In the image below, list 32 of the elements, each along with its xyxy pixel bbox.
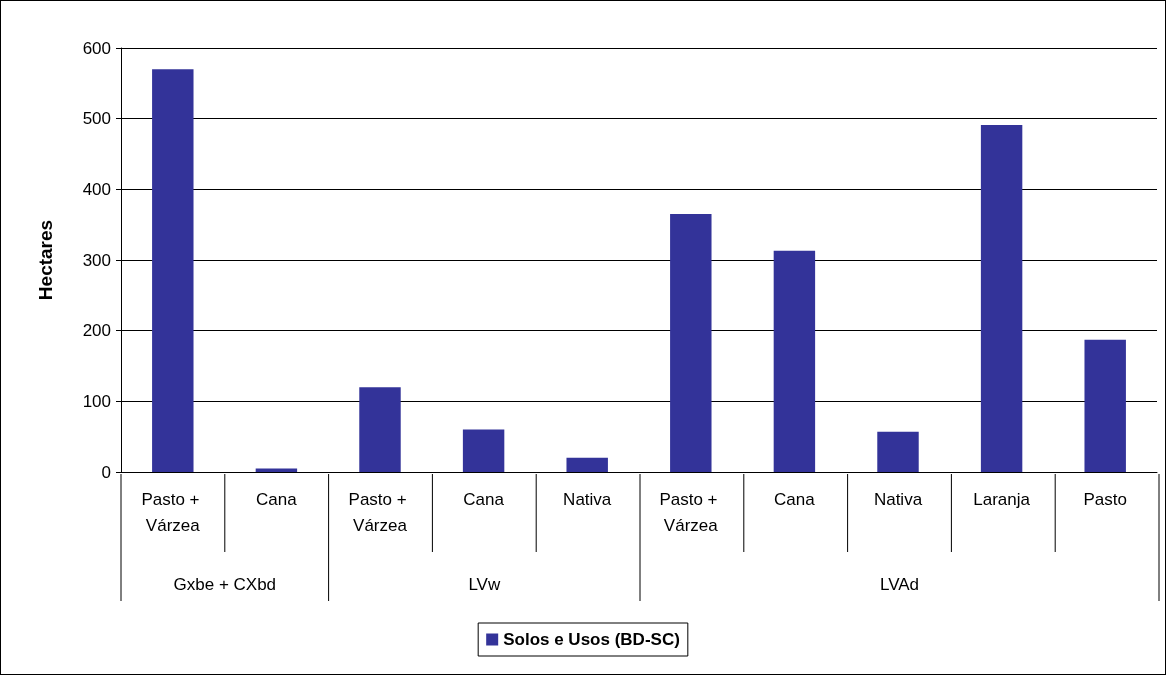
bar — [877, 431, 919, 472]
y-tick-label: 300 — [82, 250, 111, 270]
x-tick-label: Cana — [256, 489, 298, 509]
text: LVAd — [879, 574, 920, 594]
x-tick-label: Nativa — [873, 489, 923, 509]
bar — [773, 250, 816, 472]
y-tick-label: 600 — [82, 38, 111, 58]
x-tick-label: Cana — [774, 489, 816, 509]
y-tick-label: 400 — [82, 179, 111, 199]
x-tick-label: Cana — [463, 489, 505, 509]
y-tick-label: 0 — [101, 462, 111, 482]
bar — [359, 387, 401, 472]
bar — [152, 69, 194, 472]
bar — [566, 457, 608, 472]
bar — [980, 125, 1023, 472]
x-tick-label: Pasto + Várzea — [659, 489, 723, 535]
bar — [1084, 339, 1126, 472]
x-tick-label: Laranja — [973, 489, 1031, 509]
bar — [462, 429, 505, 472]
bar — [255, 468, 298, 472]
legend-label: Solos e Usos (BD-SC) — [503, 630, 680, 649]
y-tick-label: 200 — [82, 321, 111, 341]
x-tick-label: Pasto + Várzea — [141, 489, 205, 535]
y-axis-title: Hectares — [35, 219, 56, 301]
x-tick-label: Nativa — [563, 489, 612, 509]
bar — [670, 214, 712, 472]
text: Gxbe + CXbd — [173, 574, 277, 594]
y-tick-label: 100 — [82, 391, 111, 411]
x-tick-label: Pasto + Várzea — [348, 489, 412, 535]
y-tick-label: 500 — [82, 109, 111, 129]
text: LVw — [468, 574, 501, 594]
x-tick-label: Pasto — [1083, 489, 1127, 509]
